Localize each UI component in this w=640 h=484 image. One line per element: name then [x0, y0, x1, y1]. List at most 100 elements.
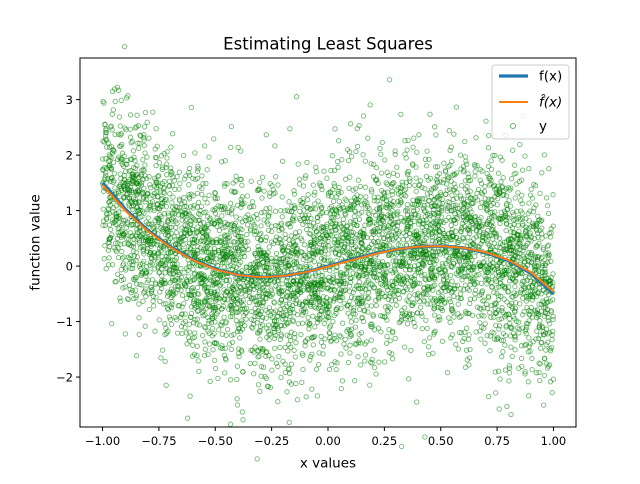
scatter-point	[234, 305, 240, 312]
scatter-point	[353, 341, 359, 348]
scatter-point	[443, 260, 449, 267]
scatter-point	[189, 277, 196, 283]
scatter-point	[222, 158, 228, 164]
scatter-point	[346, 265, 352, 271]
scatter-point	[428, 256, 435, 262]
scatter-point	[368, 161, 374, 167]
scatter-point	[276, 256, 283, 262]
scatter-point	[251, 317, 257, 323]
scatter-point	[105, 247, 111, 253]
scatter-point	[320, 343, 327, 349]
scatter-point	[484, 269, 490, 276]
scatter-point	[200, 180, 206, 187]
scatter-point	[133, 124, 139, 130]
scatter-point	[479, 200, 485, 206]
scatter-point	[354, 143, 361, 150]
scatter-point	[428, 271, 434, 277]
scatter-point	[222, 181, 228, 187]
scatter-point	[160, 262, 166, 268]
scatter-point	[312, 290, 318, 296]
scatter-point	[330, 275, 337, 281]
scatter-point	[322, 242, 329, 248]
scatter-point	[291, 205, 298, 212]
scatter-point	[471, 236, 477, 242]
scatter-point	[399, 310, 405, 317]
scatter-point	[227, 421, 234, 427]
scatter-point	[231, 189, 238, 195]
scatter-point	[519, 281, 525, 287]
scatter-point	[328, 167, 334, 174]
scatter-point	[462, 138, 468, 145]
scatter-point	[165, 250, 172, 256]
scatter-point	[375, 194, 381, 200]
scatter-point	[126, 168, 132, 174]
scatter-point	[351, 202, 358, 208]
scatter-point	[335, 164, 341, 170]
scatter-point	[293, 297, 299, 303]
scatter-point	[456, 257, 463, 263]
scatter-point	[109, 232, 115, 238]
scatter-point	[482, 201, 488, 207]
scatter-point	[495, 297, 502, 303]
scatter-point	[103, 156, 109, 162]
scatter-point	[394, 164, 400, 170]
scatter-point	[498, 337, 505, 343]
scatter-point	[375, 288, 381, 295]
scatter-point	[310, 244, 317, 250]
scatter-point	[155, 194, 161, 200]
scatter-point	[276, 227, 282, 234]
scatter-point	[487, 310, 493, 316]
scatter-point	[502, 208, 508, 214]
scatter-point	[510, 256, 517, 262]
scatter-point	[537, 190, 543, 197]
scatter-point	[140, 248, 146, 255]
scatter-point	[516, 232, 522, 238]
scatter-point	[394, 210, 400, 216]
scatter-point	[421, 284, 427, 291]
scatter-point	[373, 221, 380, 227]
scatter-point	[146, 291, 152, 297]
scatter-point	[261, 188, 267, 194]
scatter-point	[333, 194, 340, 200]
scatter-point	[495, 368, 502, 374]
scatter-point	[321, 168, 327, 174]
scatter-point	[200, 219, 207, 226]
scatter-point	[133, 189, 139, 196]
scatter-point	[480, 298, 486, 304]
scatter-point	[151, 303, 157, 309]
scatter-point	[547, 379, 554, 385]
scatter-point	[539, 225, 545, 231]
scatter-point	[272, 278, 278, 284]
scatter-point	[493, 390, 499, 396]
scatter-point	[263, 252, 269, 258]
scatter-point	[542, 262, 548, 268]
scatter-point	[326, 229, 332, 235]
scatter-point	[148, 288, 155, 294]
scatter-point	[323, 308, 329, 314]
scatter-point	[509, 244, 516, 250]
scatter-point	[140, 290, 147, 296]
scatter-point	[224, 297, 231, 303]
scatter-point	[434, 179, 440, 185]
scatter-point	[194, 321, 200, 327]
scatter-point	[254, 187, 261, 194]
scatter-point	[394, 172, 401, 178]
scatter-point	[232, 220, 238, 226]
scatter-point	[516, 365, 522, 371]
scatter-point	[282, 344, 288, 351]
scatter-point	[162, 280, 168, 287]
scatter-point	[269, 367, 275, 373]
scatter-point	[311, 259, 318, 265]
scatter-point	[382, 359, 388, 365]
scatter-point	[199, 229, 205, 235]
scatter-point	[513, 238, 519, 245]
scatter-point	[424, 283, 431, 289]
scatter-point	[228, 123, 235, 130]
scatter-point	[343, 176, 349, 182]
scatter-point	[488, 158, 494, 164]
scatter-point	[141, 137, 147, 143]
scatter-point	[215, 218, 221, 224]
scatter-point	[196, 322, 203, 328]
scatter-point	[248, 178, 254, 184]
scatter-point	[231, 331, 237, 337]
